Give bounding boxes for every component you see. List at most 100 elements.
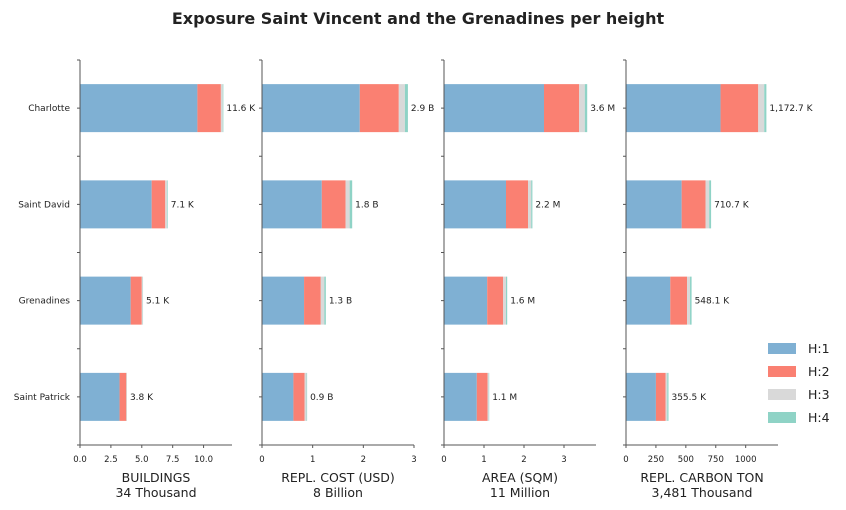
bar-H1-charlotte: [262, 84, 360, 133]
x-axis-subtitle: 34 Thousand: [115, 485, 196, 500]
bar-H3-saint-david: [345, 180, 350, 229]
bar-H1-grenadines: [80, 276, 131, 325]
bar-H4-grenadines: [324, 276, 326, 325]
bar-H1-charlotte: [80, 84, 198, 133]
bar-H4-saint-david: [349, 180, 353, 229]
bar-H1-charlotte: [626, 84, 721, 133]
bar-H3-grenadines: [141, 276, 143, 325]
legend-label: H:2: [808, 364, 830, 379]
total-label: 1.6 M: [510, 297, 535, 307]
panel-1: 11.6 K 7.1 K 5.1 K 3.8 K Charlotte Saint Davi…: [14, 59, 256, 500]
bar-H3-grenadines: [687, 276, 691, 325]
x-tick-label: 2: [361, 455, 366, 465]
category-label: Saint David: [18, 200, 70, 210]
bar-H1-saint-david: [444, 180, 506, 229]
bar-H2-saint-patrick: [293, 372, 305, 421]
bar-H1-saint-patrick: [262, 372, 294, 421]
x-axis-label: BUILDINGS: [122, 470, 191, 485]
legend-label: H:3: [808, 387, 830, 402]
bar-H3-saint-david: [705, 180, 710, 229]
legend-swatch-h2: [768, 366, 796, 377]
total-label: 0.9 B: [310, 393, 333, 403]
bar-H1-saint-patrick: [80, 372, 120, 421]
bar-H3-saint-david: [165, 180, 168, 229]
total-label: 7.1 K: [171, 200, 195, 210]
x-tick-label: 1: [481, 455, 486, 465]
legend-swatch-h3: [768, 389, 796, 400]
x-tick-label: 0: [259, 455, 264, 465]
legend-swatch-h1: [768, 343, 796, 354]
bar-H2-grenadines: [670, 276, 688, 325]
bar-H1-grenadines: [262, 276, 305, 325]
legend-swatch-h4: [768, 412, 796, 423]
total-label: 1.1 M: [492, 393, 517, 403]
total-label: 2.2 M: [535, 200, 560, 210]
legend-label: H:4: [808, 410, 830, 425]
bar-H1-grenadines: [444, 276, 488, 325]
bar-H3-charlotte: [220, 84, 223, 133]
total-label: 1.8 B: [355, 200, 378, 210]
bar-H2-saint-david: [506, 180, 528, 229]
bar-H4-charlotte: [222, 84, 224, 133]
x-tick-label: 500: [678, 455, 694, 465]
bar-H4-grenadines: [690, 276, 692, 325]
total-label: 11.6 K: [226, 104, 256, 114]
x-axis-label: AREA (SQM): [482, 470, 558, 485]
x-tick-label: 2.5: [104, 455, 118, 465]
category-label: Saint Patrick: [14, 393, 71, 403]
x-axis-subtitle: 3,481 Thousand: [652, 485, 753, 500]
bar-H1-saint-patrick: [444, 372, 477, 421]
bar-H3-grenadines: [503, 276, 506, 325]
x-tick-label: 7.5: [166, 455, 180, 465]
bar-H1-grenadines: [626, 276, 671, 325]
bar-H1-saint-david: [80, 180, 152, 229]
bar-H1-charlotte: [444, 84, 544, 133]
legend-label: H:1: [808, 341, 830, 356]
bar-H3-charlotte: [398, 84, 405, 133]
bar-H3-charlotte: [579, 84, 585, 133]
bar-H3-saint-patrick: [487, 372, 489, 421]
bar-H2-saint-david: [681, 180, 706, 229]
bar-H2-charlotte: [544, 84, 580, 133]
bar-H2-grenadines: [304, 276, 321, 325]
total-label: 5.1 K: [146, 297, 170, 307]
total-label: 1.3 B: [329, 297, 352, 307]
total-label: 710.7 K: [714, 200, 750, 210]
bar-H4-saint-david: [709, 180, 712, 229]
bar-H3-saint-david: [528, 180, 532, 229]
x-tick-label: 1000: [735, 455, 757, 465]
total-label: 3.8 K: [130, 393, 154, 403]
bar-H4-saint-patrick: [306, 372, 308, 421]
bar-H2-charlotte: [359, 84, 399, 133]
bar-H2-charlotte: [197, 84, 221, 133]
total-label: 3.6 M: [590, 104, 615, 114]
total-label: 355.5 K: [671, 393, 707, 403]
bar-H4-charlotte: [764, 84, 767, 133]
x-axis-label: REPL. COST (USD): [281, 470, 395, 485]
bar-H4-grenadines: [506, 276, 508, 325]
bar-H2-charlotte: [720, 84, 759, 133]
x-axis-subtitle: 8 Billion: [313, 485, 363, 500]
x-tick-label: 3: [561, 455, 566, 465]
bar-H1-saint-david: [262, 180, 322, 229]
bar-H2-saint-patrick: [119, 372, 127, 421]
x-tick-label: 3: [411, 455, 416, 465]
x-tick-label: 1: [310, 455, 315, 465]
x-axis-label: REPL. CARBON TON: [640, 470, 763, 485]
total-label: 548.1 K: [695, 297, 731, 307]
bar-H3-grenadines: [320, 276, 325, 325]
x-tick-label: 2: [521, 455, 526, 465]
bar-H2-saint-david: [321, 180, 346, 229]
bar-H4-saint-david: [531, 180, 533, 229]
bar-H3-saint-patrick: [665, 372, 668, 421]
x-tick-label: 10.0: [194, 455, 213, 465]
chart-title: Exposure Saint Vincent and the Grenadine…: [172, 9, 665, 28]
x-tick-label: 750: [708, 455, 724, 465]
bar-H1-saint-patrick: [626, 372, 656, 421]
bar-H2-grenadines: [487, 276, 504, 325]
x-axis-subtitle: 11 Million: [490, 485, 550, 500]
bar-H4-charlotte: [584, 84, 588, 133]
bar-H3-charlotte: [758, 84, 765, 133]
panel-4: 1,172.7 K 710.7 K 548.1 K 355.5 K 0 250 500 750…: [623, 59, 814, 500]
